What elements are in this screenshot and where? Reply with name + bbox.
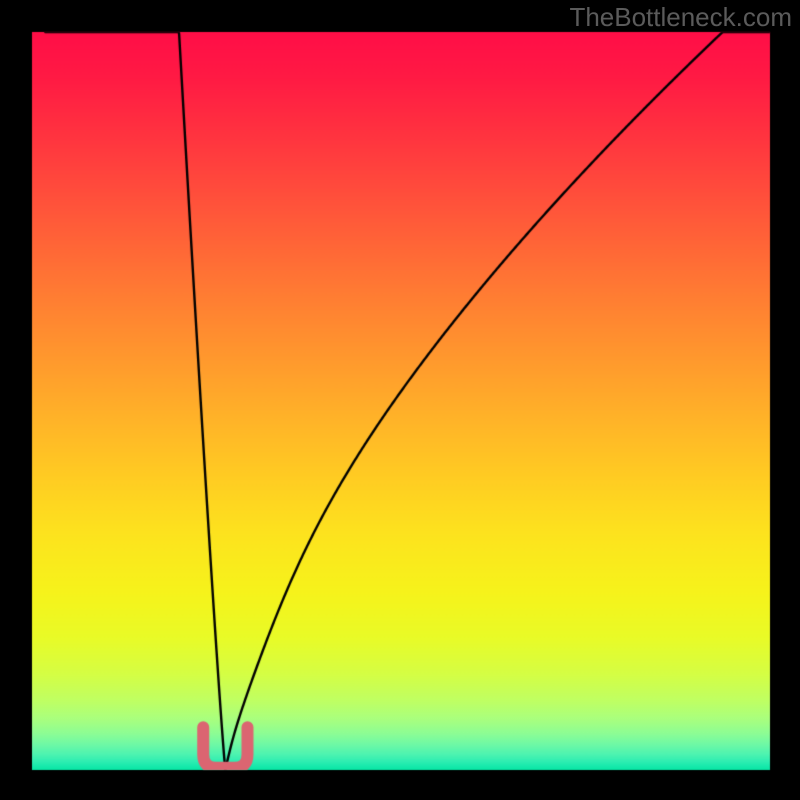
watermark-text: TheBottleneck.com: [569, 2, 792, 33]
vertex-marker: [0, 0, 800, 800]
